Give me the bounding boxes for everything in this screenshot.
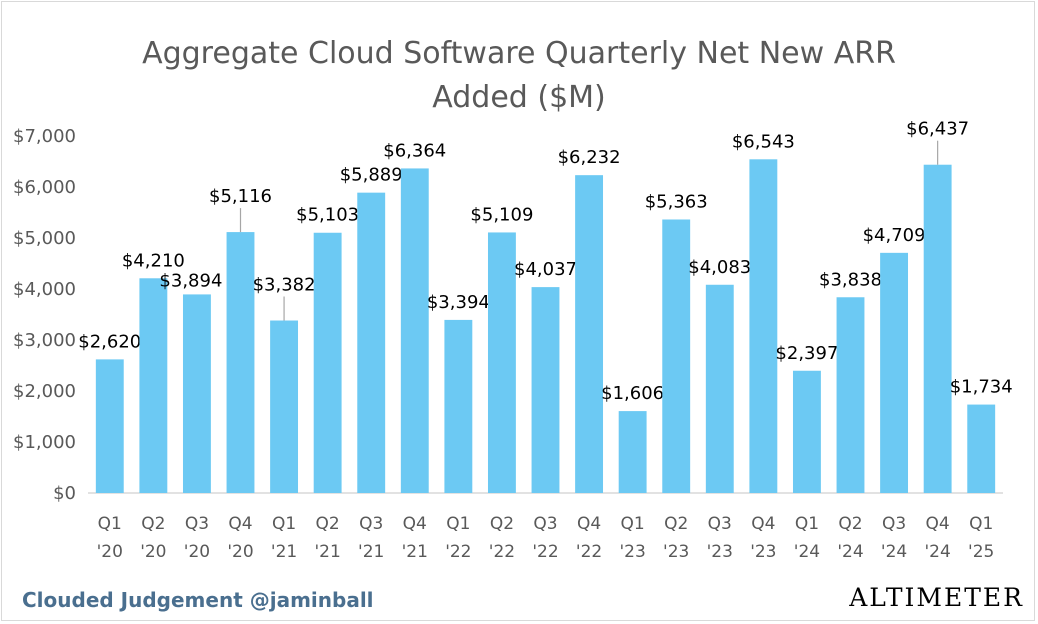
data-label: $1,734 [950,377,1013,398]
bar [967,404,996,493]
data-label: $6,364 [383,140,446,161]
x-tick-label-quarter: Q3 [882,514,906,534]
chart-title-line-1: Aggregate Cloud Software Quarterly Net N… [142,36,896,71]
x-tick-label-quarter: Q2 [316,514,340,534]
bar [226,232,255,494]
x-tick-label-quarter: Q2 [490,514,514,534]
bar [182,294,211,493]
y-tick-label: $6,000 [13,177,76,198]
x-tick-label-quarter: Q1 [272,514,296,534]
chart-title: Aggregate Cloud Software Quarterly Net N… [0,32,1038,120]
x-tick-label-year: '23 [750,542,776,562]
x-tick-label-year: '20 [227,542,253,562]
bar [444,319,473,493]
bar [836,297,865,493]
bar [400,168,429,493]
data-label: $5,103 [296,205,359,226]
bar [139,278,168,493]
x-tick-label-year: '22 [532,542,558,562]
data-label: $5,109 [470,204,533,225]
x-tick-label-quarter: Q1 [98,514,122,534]
chart-title-line-2: Added ($M) [432,80,606,115]
x-tick-label-quarter: Q4 [228,514,252,534]
bar [618,411,647,493]
x-tick-label-year: '21 [314,542,340,562]
x-tick-label-quarter: Q3 [533,514,557,534]
x-tick-label-quarter: Q3 [359,514,383,534]
y-tick-label: $2,000 [13,381,76,402]
x-tick-label-year: '20 [97,542,123,562]
x-tick-label-year: '21 [271,542,297,562]
data-label: $4,210 [122,250,185,271]
footer-credit: Clouded Judgement @jaminball [22,588,374,612]
x-tick-label-quarter: Q3 [185,514,209,534]
bar [531,287,560,493]
bar [487,232,516,494]
data-label: $4,037 [514,259,577,280]
x-tick-label-year: '24 [837,542,863,562]
x-tick-label-quarter: Q1 [621,514,645,534]
altimeter-logo: ALTIMETER [849,583,1024,612]
x-tick-label-year: '22 [445,542,471,562]
data-label: $4,709 [863,225,926,246]
data-label: $5,889 [340,165,403,186]
x-tick-label-quarter: Q1 [446,514,470,534]
data-label: $5,116 [209,186,272,207]
x-tick-label-year: '20 [140,542,166,562]
x-tick-label-year: '23 [707,542,733,562]
data-label: $1,606 [601,383,664,404]
data-label: $6,232 [558,147,621,168]
data-label: $3,394 [427,292,490,313]
data-label: $3,894 [159,270,222,291]
x-tick-label-quarter: Q4 [577,514,601,534]
data-label: $3,382 [253,275,316,296]
y-tick-label: $7,000 [13,126,76,147]
data-label: $6,543 [732,131,795,152]
x-tick-label-year: '24 [794,542,820,562]
x-tick-label-quarter: Q4 [403,514,427,534]
data-label: $2,620 [78,331,141,352]
bar [792,370,821,493]
x-tick-label-year: '23 [619,542,645,562]
y-tick-label: $0 [53,483,76,504]
bar [270,320,299,493]
x-tick-label-quarter: Q2 [664,514,688,534]
x-tick-label-quarter: Q3 [708,514,732,534]
data-label: $6,437 [906,119,969,140]
y-tick-label: $3,000 [13,330,76,351]
bar [95,359,124,493]
y-tick-label: $4,000 [13,279,76,300]
x-tick-label-year: '20 [184,542,210,562]
y-tick-label: $1,000 [13,432,76,453]
x-tick-label-year: '23 [663,542,689,562]
bar [575,175,604,493]
x-tick-label-year: '21 [358,542,384,562]
data-label: $4,083 [688,257,751,278]
x-tick-label-quarter: Q4 [751,514,775,534]
y-tick-label: $5,000 [13,228,76,249]
x-tick-label-year: '24 [881,542,907,562]
x-tick-label-quarter: Q1 [795,514,819,534]
x-tick-label-year: '24 [924,542,950,562]
bar [357,192,386,493]
bar [923,164,952,493]
bar [749,159,778,493]
bar [662,219,691,493]
bar [880,252,909,493]
data-label: $2,397 [775,343,838,364]
x-tick-label-quarter: Q2 [838,514,862,534]
data-label: $3,838 [819,269,882,290]
x-tick-label-quarter: Q4 [926,514,950,534]
bar [313,232,342,493]
x-tick-label-quarter: Q2 [141,514,165,534]
x-tick-label-year: '25 [968,542,994,562]
data-label: $5,363 [645,191,708,212]
x-tick-label-quarter: Q1 [969,514,993,534]
bar [705,284,734,493]
x-tick-label-year: '22 [576,542,602,562]
x-tick-label-year: '22 [489,542,515,562]
x-tick-label-year: '21 [402,542,428,562]
